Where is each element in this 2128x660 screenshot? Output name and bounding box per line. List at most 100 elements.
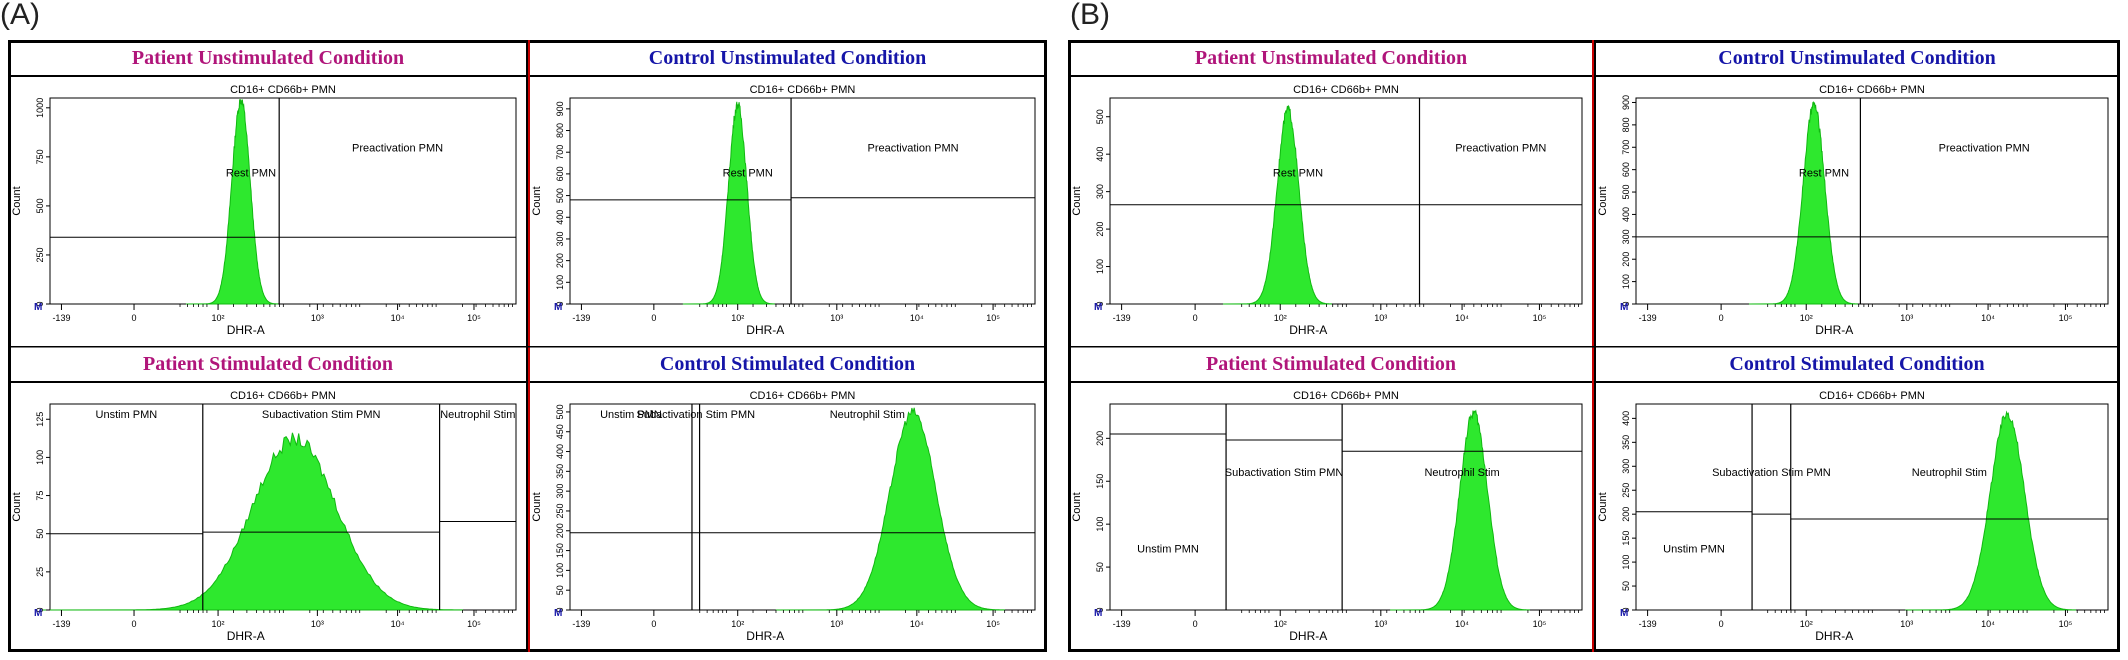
plot-frame [569,403,1036,611]
y-tick-label: 0 [555,301,565,306]
y-tick-label: 500 [555,404,565,419]
x-tick-label: -139 [52,619,70,629]
y-axis-label: Count [531,186,543,215]
panel-label-a: (A) [0,0,40,31]
chart-svg: CD16+ CD66b+ PMN Unstim PMNSubactivation … [528,346,1047,652]
x-axis-label: DHR-A [227,629,265,643]
histogram-series [1905,410,2077,611]
y-tick-label: 250 [1621,483,1631,498]
y-tick-label: 300 [555,484,565,499]
x-tick-label: 10³ [830,619,843,629]
x-tick-label: 10² [212,619,225,629]
plot-frame [1635,97,2109,305]
y-tick-label: 700 [1621,140,1631,155]
y-tick-label: 200 [1095,431,1105,446]
x-tick-label: -139 [572,619,590,629]
x-tick-label: 10⁴ [391,313,405,323]
x-tick-label: 0 [132,619,137,629]
chart-svg: CD16+ CD66b+ PMN Rest PMN Preactivation PM… [8,40,528,346]
y-tick-label: 75 [35,491,45,501]
x-tick-label: 10⁵ [986,619,1000,629]
region-label-preactivation-pmn: Preactivation PMN [352,143,443,155]
x-tick-label: 10⁴ [1455,313,1469,323]
x-tick-label: 10³ [311,619,324,629]
x-axis-label: DHR-A [1289,323,1327,337]
region-label-preactivation-pmn: Preactivation PMN [1455,143,1546,155]
x-tick-label: 0 [1719,619,1724,629]
x-tick-label: -139 [1113,619,1131,629]
y-tick-label: 800 [1621,117,1631,132]
x-tick-label: 10² [1800,619,1813,629]
y-tick-label: 900 [1621,95,1631,110]
x-tick-label: 10² [212,313,225,323]
x-tick-label: -139 [1113,313,1131,323]
y-tick-label: 50 [555,585,565,595]
x-tick-label: 10⁴ [910,619,924,629]
plot-title: CD16+ CD66b+ PMN [1293,84,1399,96]
x-tick-label: 0 [1719,313,1724,323]
marker-m-icon: M [1620,302,1628,313]
x-tick-label: 0 [651,313,656,323]
region-label-unstim-pmn: Unstim PMN [600,409,662,421]
x-tick-label: -139 [1639,619,1657,629]
region-label-rest-pmn: Rest PMN [723,167,773,179]
marker-m-icon: M [554,302,562,313]
plot-title: CD16+ CD66b+ PMN [230,390,336,402]
y-tick-label: 100 [555,563,565,578]
y-tick-label: 500 [1095,109,1105,124]
y-tick-label: 0 [1621,607,1631,612]
histogram-series [775,407,1006,611]
x-axis-label: DHR-A [227,323,265,337]
plot-title: CD16+ CD66b+ PMN [1293,390,1399,402]
y-tick-label: 200 [555,253,565,268]
y-tick-label: 400 [1095,147,1105,162]
x-tick-label: 10³ [1374,619,1387,629]
y-tick-label: 600 [555,166,565,181]
y-tick-label: 700 [555,145,565,160]
x-axis-label: DHR-A [746,629,784,643]
chart-svg: CD16+ CD66b+ PMN Rest PMN Preactivation PM… [528,40,1047,346]
y-tick-label: 0 [555,607,565,612]
condition-title: Control Unstimulated Condition [1718,47,1996,69]
marker-m-icon: M [1620,608,1628,619]
cell-a-patient-stimulated: Patient Stimulated Condition CD16+ CD66b+… [8,346,528,652]
region-label-rest-pmn: Rest PMN [1799,167,1849,179]
y-axis-label: Count [1071,186,1083,215]
region-label-rest-pmn: Rest PMN [226,167,276,179]
y-tick-label: 300 [1095,184,1105,199]
marker-m-icon: M [554,608,562,619]
y-tick-label: 0 [1621,301,1631,306]
x-tick-label: 0 [1193,619,1198,629]
y-tick-label: 200 [1621,252,1631,267]
cell-b-patient-unstimulated: Patient Unstimulated Condition CD16+ CD66… [1068,40,1594,346]
x-tick-label: 10³ [1900,619,1913,629]
marker-m-icon: M [34,302,42,313]
x-tick-label: 10⁴ [391,619,405,629]
x-tick-label: 10⁵ [1533,313,1547,323]
region-label-subactivation-stim-pmn: Subactivation Stim PMN [262,409,381,421]
x-tick-label: 10⁵ [1533,619,1547,629]
plot-frame [569,97,1036,305]
condition-title: Control Stimulated Condition [659,353,916,375]
chart-svg: CD16+ CD66b+ PMN Rest PMN Preactivation PM… [1594,40,2120,346]
y-tick-label: 500 [555,188,565,203]
x-tick-label: -139 [52,313,70,323]
y-tick-label: 300 [555,231,565,246]
y-tick-label: 200 [1095,222,1105,237]
x-tick-label: 10² [1800,313,1813,323]
x-tick-label: 10⁵ [467,619,481,629]
histogram-series [185,98,279,305]
marker-m-icon: M [34,608,42,619]
y-axis-label: Count [531,492,543,521]
region-label-neutrophil-stim: Neutrophil Stim [1912,467,1987,479]
marker-m-icon: M [1094,608,1102,619]
x-tick-label: 10⁵ [467,313,481,323]
x-tick-label: 10⁴ [910,313,924,323]
cell-a-control-stimulated: Control Stimulated Condition CD16+ CD66b+… [528,346,1047,652]
x-tick-label: 10² [1274,619,1287,629]
region-label-subactivation-stim-pmn: Subactivation Stim PMN [1225,467,1344,479]
histogram-series [1748,101,1858,305]
histogram-series [682,101,775,305]
y-tick-label: 100 [1621,274,1631,289]
condition-title: Patient Stimulated Condition [142,353,394,375]
